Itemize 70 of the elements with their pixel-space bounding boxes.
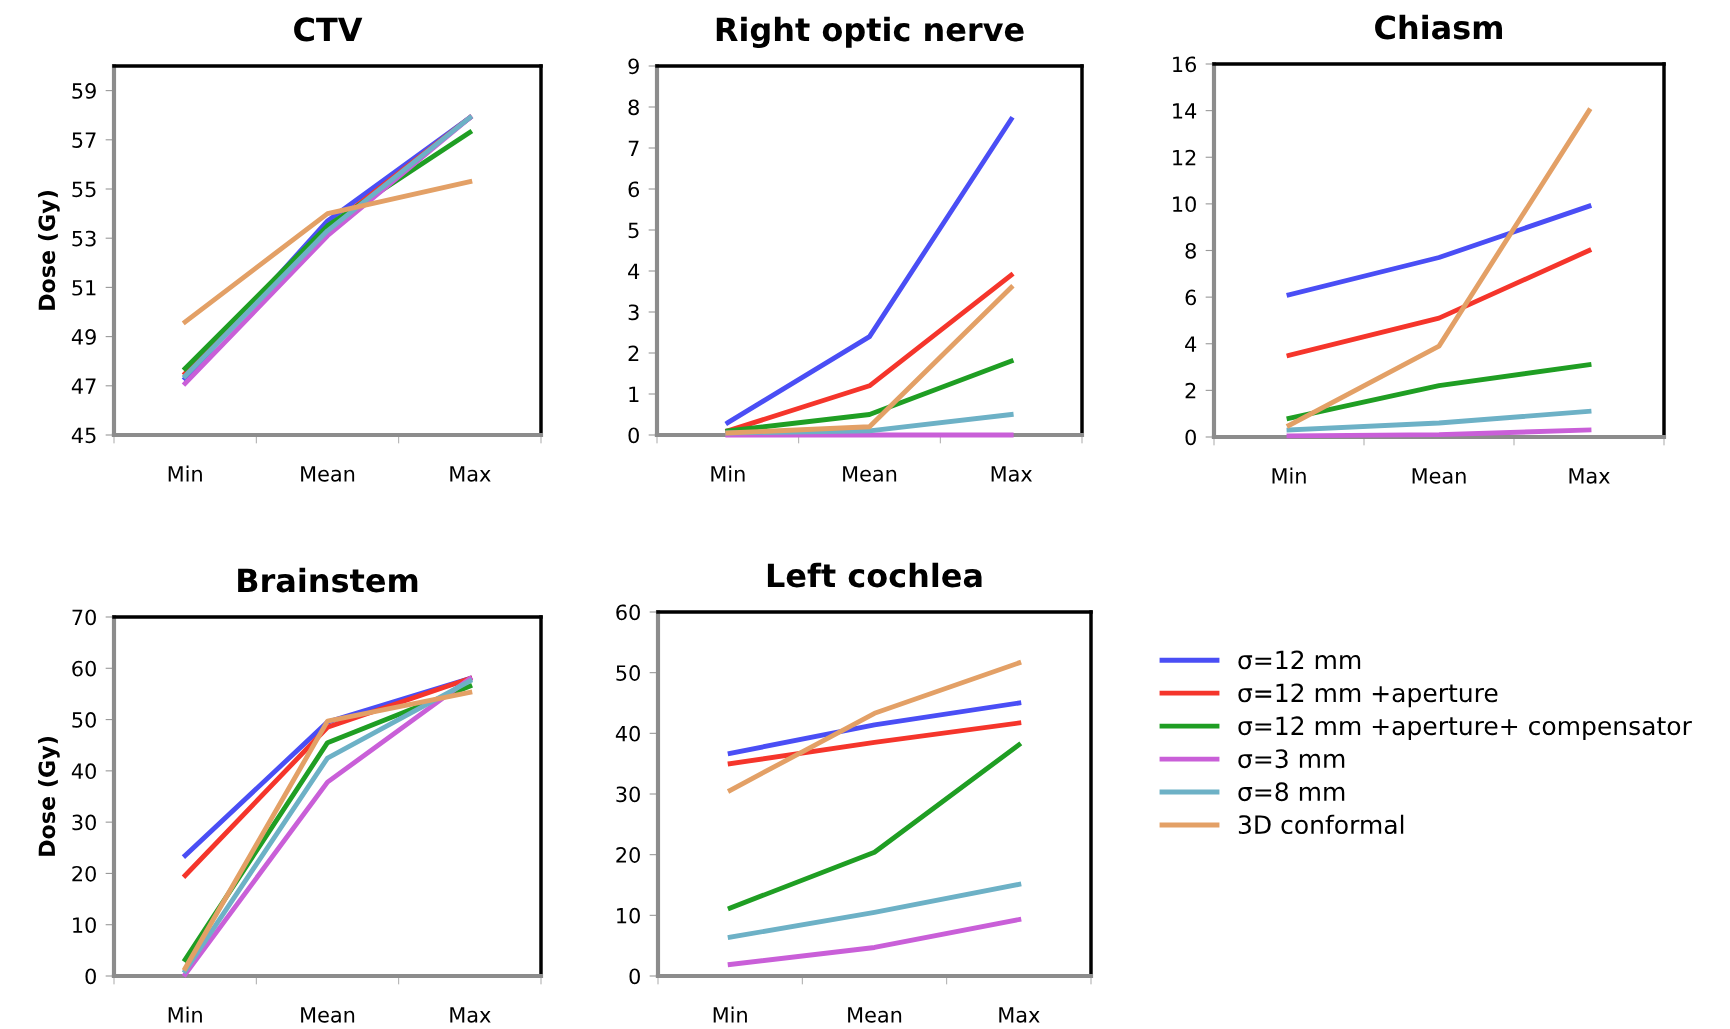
y-tick-label: 0 (85, 968, 96, 985)
chart-title: Brainstem (238, 567, 418, 593)
x-tick-label: Mean (301, 1007, 355, 1023)
chart-title: Left cochlea (767, 562, 982, 588)
legend-label: 3D conformal (1238, 814, 1404, 835)
y-tick-label: 30 (616, 786, 640, 803)
y-tick-label: 10 (617, 907, 640, 924)
y-tick-label: 20 (72, 865, 96, 882)
y-tick-label: 50 (72, 712, 96, 728)
y-tick-label: 40 (71, 763, 96, 780)
y-tick-label: 7 (628, 140, 639, 156)
y-tick-label: 60 (616, 604, 640, 621)
x-tick-label: Mean (1412, 468, 1466, 484)
y-tick-label: 16 (1173, 56, 1197, 73)
y-axis-title: Dose (Gy) (38, 737, 60, 856)
x-tick-label: Mean (301, 466, 355, 482)
y-tick-label: 10 (73, 917, 96, 933)
x-tick-label: Min (711, 465, 745, 482)
chart-title: Right optic nerve (716, 16, 1024, 48)
chart-title: CTV (294, 17, 363, 42)
y-tick-label: 1 (629, 386, 639, 402)
legend-label: σ=12 mm +aperture (1238, 683, 1498, 708)
y-tick-label: 70 (72, 609, 96, 626)
x-tick-label: Mean (848, 1007, 902, 1023)
y-tick-label: 10 (1173, 196, 1196, 213)
x-tick-label: Mean (843, 466, 897, 482)
y-tick-label: 0 (1185, 429, 1196, 446)
legend-label: σ=12 mm +aperture+ compensator (1238, 716, 1692, 741)
y-tick-label: 0 (628, 427, 639, 444)
y-tick-label: 4 (1185, 336, 1197, 352)
x-tick-label: Min (1272, 467, 1306, 484)
y-tick-label: 59 (72, 83, 96, 99)
y-tick-label: 6 (1185, 289, 1197, 306)
x-tick-label: Max (1569, 468, 1610, 484)
y-tick-label: 53 (72, 230, 96, 247)
y-tick-label: 57 (72, 132, 96, 149)
x-tick-label: Max (450, 466, 491, 482)
y-tick-label: 30 (72, 814, 96, 831)
x-tick-label: Max (991, 466, 1033, 482)
y-tick-label: 6 (628, 181, 640, 198)
y-tick-label: 20 (616, 847, 640, 863)
y-tick-label: 8 (628, 99, 639, 116)
x-tick-label: Min (168, 465, 202, 482)
y-tick-label: 51 (72, 280, 96, 296)
y-tick-label: 55 (72, 181, 96, 198)
y-tick-label: 47 (71, 378, 96, 394)
y-tick-label: 12 (1173, 149, 1196, 166)
legend-label: σ=12 mm (1238, 650, 1361, 670)
y-tick-label: 0 (629, 968, 640, 985)
x-tick-label: Max (999, 1007, 1040, 1023)
y-tick-label: 45 (71, 427, 96, 444)
y-tick-label: 3 (628, 304, 639, 321)
y-tick-label: 40 (615, 725, 640, 742)
y-tick-label: 14 (1173, 103, 1197, 119)
x-tick-label: Min (713, 1006, 747, 1023)
y-tick-label: 5 (628, 222, 639, 239)
y-tick-label: 4 (628, 263, 640, 279)
y-axis-title: Dose (Gy) (38, 191, 60, 310)
x-tick-label: Min (168, 1006, 202, 1023)
y-tick-label: 9 (628, 58, 639, 75)
y-tick-label: 49 (71, 329, 96, 345)
chart-title: Chiasm (1375, 14, 1502, 40)
y-tick-label: 2 (628, 345, 639, 361)
y-tick-label: 60 (72, 660, 96, 677)
y-tick-label: 50 (616, 665, 640, 681)
y-tick-label: 2 (1185, 382, 1196, 399)
x-tick-label: Max (450, 1007, 491, 1023)
y-tick-label: 8 (1185, 242, 1196, 259)
legend-label: σ=8 mm (1238, 782, 1345, 802)
legend-label: σ=3 mm (1238, 749, 1345, 769)
